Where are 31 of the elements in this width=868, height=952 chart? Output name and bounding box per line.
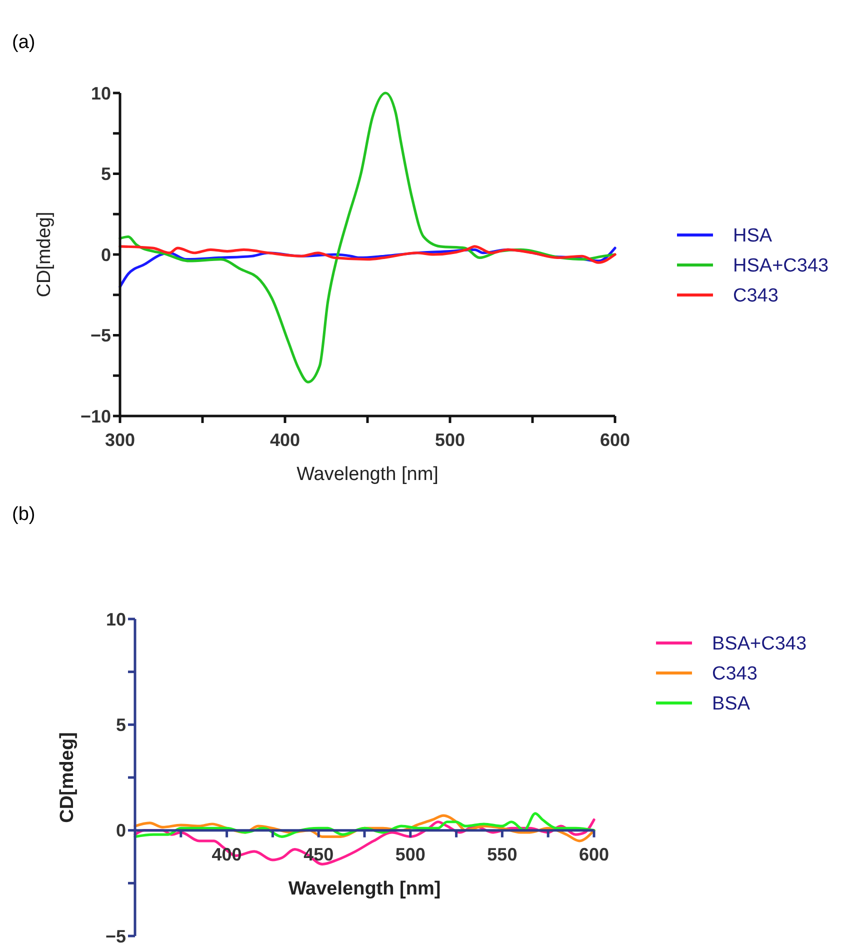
chart-title: (b) — [12, 504, 36, 525]
x-tick-label: 600 — [600, 430, 630, 450]
y-tick-label: 5 — [116, 714, 126, 735]
y-tick-label: 10 — [90, 83, 111, 104]
x-tick-label: 600 — [578, 844, 610, 864]
legend-label: C343 — [712, 664, 758, 685]
x-tick-label: 500 — [395, 844, 426, 864]
x-tick-label: 550 — [487, 844, 518, 864]
x-axis-title: Wavelength [nm] — [296, 464, 438, 485]
legend-label: HSA+C343 — [733, 256, 829, 277]
x-tick-label: 400 — [212, 844, 242, 864]
y-tick-label: −5 — [105, 926, 126, 946]
y-axis-title: CD[mdeg] — [34, 212, 55, 298]
legend-label: HSA — [733, 226, 772, 247]
legend-label: BSA+C343 — [712, 634, 807, 655]
y-tick-label: 0 — [100, 244, 111, 265]
legend-label: C343 — [733, 286, 778, 307]
y-tick-label: −5 — [90, 326, 111, 346]
y-tick-label: 5 — [100, 164, 111, 184]
x-tick-label: 400 — [270, 430, 300, 450]
x-tick-label: 500 — [434, 430, 466, 450]
chart-title: (a) — [12, 32, 36, 53]
y-axis-title: CD[mdeg] — [57, 732, 78, 823]
line-series — [118, 245, 616, 264]
y-tick-label: 10 — [106, 609, 126, 630]
line-series — [118, 92, 616, 384]
y-tick-label: −10 — [80, 406, 111, 426]
y-tick-label: 0 — [116, 820, 126, 841]
x-axis-title: Wavelength [nm] — [288, 878, 441, 900]
legend-label: BSA — [712, 694, 750, 715]
x-tick-label: 300 — [104, 430, 136, 450]
